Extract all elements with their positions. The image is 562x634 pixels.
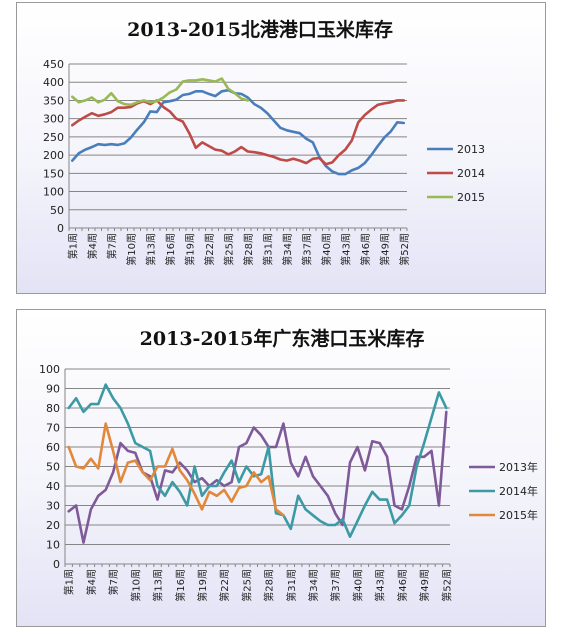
x-tick-label: 第25周 <box>240 569 253 602</box>
y-tick-label: 60 <box>46 441 60 454</box>
y-tick-label: 250 <box>43 131 64 144</box>
x-tick-label: 第28周 <box>263 569 276 602</box>
series-line-2 <box>67 422 285 517</box>
x-tick-label: 第34周 <box>307 569 320 602</box>
y-tick-label: 100 <box>39 363 60 376</box>
x-tick-label: 第37周 <box>300 233 313 266</box>
x-tick-label: 第25周 <box>222 233 235 266</box>
y-tick-label: 0 <box>57 222 64 235</box>
y-tick-label: 450 <box>43 58 64 71</box>
series-line-2 <box>70 77 250 107</box>
x-tick-label: 第4周 <box>86 233 99 259</box>
chart-guangdong-port: 2013-2015年广东港口玉米库存 0 10 20 30 40 50 60 70 80 90 100… <box>39 327 538 602</box>
x-tick-label: 第49周 <box>378 233 391 266</box>
x-tick-label: 第31周 <box>261 233 274 266</box>
x-tick-label: 第19周 <box>196 569 209 602</box>
legend-label: 2015年 <box>499 508 538 522</box>
chart-north-port: 2013-2015北港港口玉米库存 0 50 100 150 200 250 300 350 40… <box>43 18 485 266</box>
x-tick-label: 第34周 <box>281 233 294 266</box>
y-tick-label: 200 <box>43 149 64 162</box>
y-tick-label: 70 <box>46 422 60 435</box>
x-tick-label: 第46周 <box>359 233 372 266</box>
legend-label: 2013 <box>457 143 485 156</box>
x-tick-label: 第28周 <box>242 233 255 266</box>
y-tick-label: 100 <box>43 186 64 199</box>
x-tick-label: 第7周 <box>107 569 120 595</box>
x-tick-label: 第10周 <box>129 569 142 602</box>
y-tick-label: 20 <box>46 519 60 532</box>
x-tick-label: 第4周 <box>85 569 98 595</box>
x-tick-label: 第16周 <box>174 569 187 602</box>
x-tick-label: 第13周 <box>152 569 165 602</box>
x-tick-label: 第16周 <box>164 233 177 266</box>
y-tick-label: 40 <box>46 480 60 493</box>
x-tick-label: 第10周 <box>125 233 138 266</box>
x-tick-label: 第52周 <box>398 233 411 266</box>
x-tick-label: 第46周 <box>396 569 409 602</box>
x-tick-label: 第40周 <box>320 233 333 266</box>
y-tick-label: 80 <box>46 402 60 415</box>
y-tick-label: 0 <box>53 558 60 571</box>
x-tick-label: 第43周 <box>339 233 352 266</box>
x-tick-label: 第13周 <box>144 233 157 266</box>
x-tick-label: 第1周 <box>66 233 79 259</box>
legend-label: 2013年 <box>499 460 538 474</box>
legend-label: 2014 <box>457 167 485 180</box>
x-tick-label: 第22周 <box>218 569 231 602</box>
x-tick-label: 第40周 <box>351 569 364 602</box>
series-line-1 <box>70 99 406 166</box>
x-tick-label: 第43周 <box>374 569 387 602</box>
chart-title: 2013-2015北港港口玉米库存 <box>127 18 393 41</box>
y-tick-label: 50 <box>46 461 60 474</box>
x-tick-label: 第1周 <box>63 569 76 595</box>
legend-label: 2015 <box>457 191 485 204</box>
x-tick-label: 第7周 <box>105 233 118 259</box>
series-line-1 <box>67 383 448 538</box>
y-tick-label: 10 <box>46 539 60 552</box>
legend-label: 2014年 <box>499 484 538 498</box>
series-line-0 <box>70 88 406 176</box>
y-tick-label: 90 <box>46 383 60 396</box>
x-tick-label: 第19周 <box>183 233 196 266</box>
x-tick-label: 第52周 <box>440 569 453 602</box>
y-tick-label: 50 <box>50 204 64 217</box>
chart-panel-guangdong-port: 2013-2015年广东港口玉米库存 0 10 20 30 40 50 60 70 80 90 100… <box>16 309 546 627</box>
series-line-0 <box>67 410 448 544</box>
x-tick-label: 第37周 <box>329 569 342 602</box>
x-tick-label: 第49周 <box>418 569 431 602</box>
y-tick-label: 300 <box>43 113 64 126</box>
y-tick-label: 400 <box>43 76 64 89</box>
x-tick-label: 第22周 <box>203 233 216 266</box>
chart-panel-north-port: 2013-2015北港港口玉米库存 0 50 100 150 200 250 300 350 40… <box>16 2 546 294</box>
y-tick-label: 30 <box>46 500 60 513</box>
x-tick-label: 第31周 <box>285 569 298 602</box>
chart-title: 2013-2015年广东港口玉米库存 <box>140 327 425 350</box>
y-tick-label: 150 <box>43 167 64 180</box>
y-tick-label: 350 <box>43 94 64 107</box>
